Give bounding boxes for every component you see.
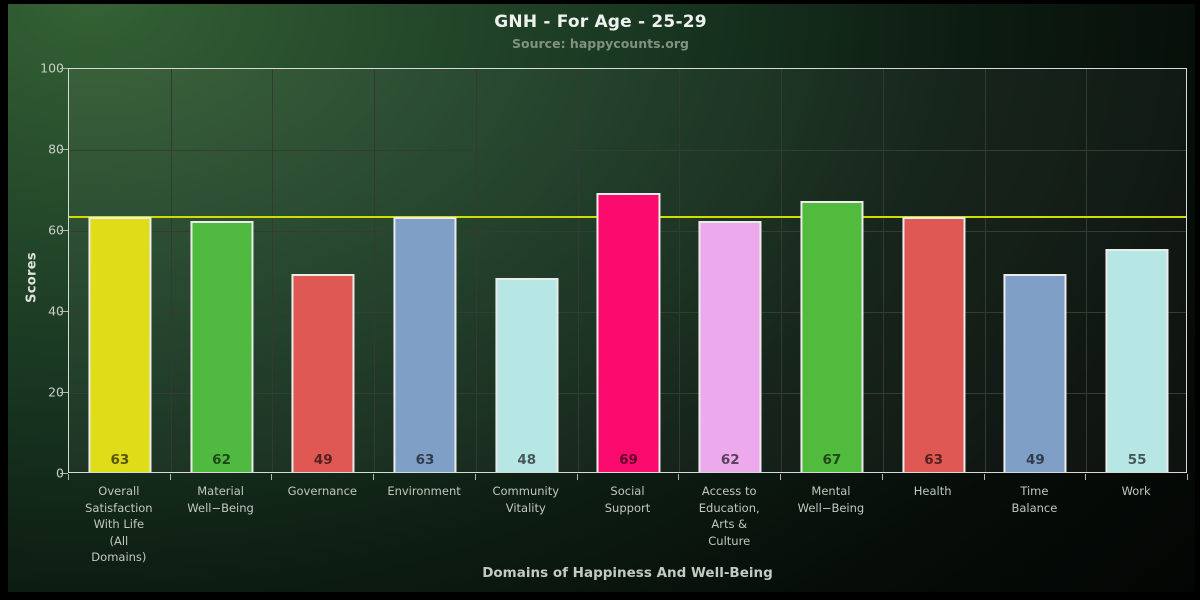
- y-tick-label-60: 60: [48, 222, 64, 238]
- bar-health: 63: [902, 216, 966, 472]
- x-tick-mark-1: [169, 474, 171, 480]
- x-category-label-work: Work: [1121, 484, 1151, 498]
- bar-value-label: 67: [822, 452, 842, 468]
- x-tick-mark-7: [780, 474, 782, 480]
- x-category-label-access-to-education-arts-culture: Access to Education, Arts & Culture: [698, 484, 760, 548]
- gridline-v-7: [781, 69, 783, 472]
- bar-slot-mental-well-being: 67: [781, 69, 883, 472]
- gridline-v-10: [1086, 69, 1088, 472]
- x-tick-mark-4: [474, 474, 476, 480]
- bar-value-label: 69: [619, 452, 638, 468]
- x-tick-mark-3: [373, 474, 375, 480]
- bar-slot-health: 63: [883, 69, 985, 472]
- y-tick-mark-60: [60, 230, 68, 231]
- bar-governance: 49: [291, 273, 355, 472]
- bar-value-label: 48: [517, 452, 537, 468]
- bar-slot-material-well-being: 62: [171, 69, 273, 472]
- x-tick-mark-5: [576, 474, 578, 480]
- y-tick-label-20: 20: [48, 384, 64, 400]
- gridline-v-8: [882, 69, 884, 472]
- chart-title: GNH - For Age - 25-29: [494, 12, 707, 32]
- x-tick-mark-2: [271, 474, 273, 480]
- gridline-v-2: [272, 69, 274, 472]
- gridline-v-9: [984, 69, 986, 472]
- bar-mental-well-being: 67: [800, 200, 864, 472]
- x-tick-mark-9: [983, 474, 985, 480]
- x-category-label-material-well-being: Material Well−Being: [187, 484, 254, 515]
- x-tick-mark-11: [1187, 474, 1188, 480]
- bar-value-label: 49: [313, 452, 333, 468]
- bar-slot-governance: 49: [272, 69, 374, 472]
- chart-subtitle: Source: happycounts.org: [512, 36, 689, 51]
- bar-value-label: 62: [720, 452, 740, 468]
- bar-slot-overall-satisfaction-with-life-all-domains: 63: [69, 69, 171, 472]
- gridline-v-5: [577, 69, 579, 472]
- x-category-label-social-support: Social Support: [604, 484, 651, 515]
- bar-environment: 63: [393, 216, 457, 472]
- x-axis-title: Domains of Happiness And Well-Being: [482, 565, 773, 581]
- plot-area: 63 62 49 63 48 69 62 67 63 49 55: [68, 68, 1187, 473]
- bar-slot-social-support: 69: [578, 69, 680, 472]
- bar-time-balance: 49: [1003, 273, 1067, 472]
- bar-social-support: 69: [596, 192, 661, 472]
- x-category-label-overall-satisfaction-with-life-all-domains: Overall Satisfaction With Life (All Doma…: [85, 484, 153, 564]
- x-category-label-time-balance: Time Balance: [1011, 484, 1058, 515]
- y-tick-mark-40: [60, 311, 68, 312]
- bar-slot-environment: 63: [374, 69, 476, 472]
- y-tick-label-100: 100: [40, 60, 64, 76]
- gridline-v-6: [679, 69, 681, 472]
- chart-canvas: GNH - For Age - 25-29 Source: happycount…: [8, 4, 1195, 592]
- x-category-label-environment: Environment: [387, 484, 461, 498]
- bar-value-label: 62: [212, 452, 231, 468]
- y-tick-mark-100: [60, 68, 68, 69]
- bar-value-label: 63: [110, 452, 130, 468]
- bar-work: 55: [1105, 249, 1169, 472]
- x-category-label-health: Health: [913, 484, 952, 498]
- x-category-label-community-vitality: Community Vitality: [492, 484, 560, 515]
- y-tick-label-80: 80: [48, 141, 64, 157]
- x-category-label-mental-well-being: Mental Well−Being: [797, 484, 865, 515]
- gridline-h-80: [69, 150, 1186, 151]
- gridline-v-1: [170, 69, 172, 472]
- bar-slot-community-vitality: 48: [476, 69, 578, 472]
- x-tick-mark-0: [68, 474, 69, 480]
- bar-value-label: 55: [1127, 452, 1147, 468]
- bar-value-label: 63: [415, 452, 435, 468]
- bar-access-to-education-arts-culture: 62: [698, 220, 762, 472]
- x-category-label-governance: Governance: [287, 484, 357, 498]
- y-tick-label-0: 0: [20, 466, 64, 481]
- y-tick-label-40: 40: [48, 303, 64, 319]
- x-tick-mark-10: [1085, 474, 1087, 480]
- bar-slot-work: 55: [1086, 69, 1188, 472]
- bar-value-label: 63: [924, 452, 944, 468]
- y-tick-mark-0: [60, 473, 68, 474]
- bar-material-well-being: 62: [190, 220, 254, 472]
- gridline-v-3: [374, 69, 376, 472]
- y-tick-mark-80: [60, 149, 68, 150]
- bar-slot-access-to-education-arts-culture: 62: [679, 69, 781, 472]
- bar-slot-time-balance: 49: [985, 69, 1087, 472]
- x-tick-mark-8: [881, 474, 883, 480]
- bar-value-label: 49: [1025, 452, 1045, 468]
- x-tick-mark-6: [678, 474, 680, 480]
- bar-community-vitality: 48: [495, 277, 559, 472]
- gridline-v-4: [475, 69, 477, 472]
- y-tick-mark-20: [60, 392, 68, 393]
- bar-overall-satisfaction-with-life-all-domains: 63: [88, 216, 152, 472]
